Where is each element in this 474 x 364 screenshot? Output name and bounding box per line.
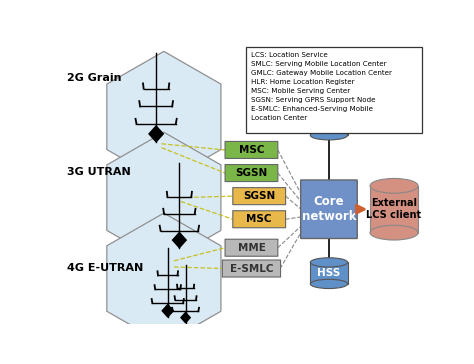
Text: LCS: Location Service
SMLC: Serving Mobile Location Center
GMLC: Gateway Mobile : LCS: Location Service SMLC: Serving Mobi… [251,52,392,121]
Ellipse shape [310,131,347,140]
Ellipse shape [310,279,347,289]
Text: HSS: HSS [317,268,341,278]
Polygon shape [107,132,221,263]
FancyBboxPatch shape [225,165,278,182]
FancyBboxPatch shape [225,142,278,158]
FancyBboxPatch shape [310,262,347,284]
Polygon shape [173,233,186,248]
FancyBboxPatch shape [370,186,418,233]
Text: SGSN: SGSN [235,168,268,178]
Text: E-SMLC: E-SMLC [230,264,273,273]
Text: HLR: HLR [317,119,341,130]
Text: 2G Grain: 2G Grain [67,73,121,83]
FancyBboxPatch shape [246,47,422,133]
Polygon shape [107,51,221,182]
Text: 4G E-UTRAN: 4G E-UTRAN [67,263,143,273]
Text: MSC: MSC [239,145,264,155]
FancyBboxPatch shape [225,239,278,256]
Ellipse shape [310,258,347,267]
Text: MME: MME [237,243,265,253]
FancyBboxPatch shape [301,180,357,238]
FancyBboxPatch shape [310,114,347,135]
FancyBboxPatch shape [233,187,286,205]
Ellipse shape [370,178,418,193]
FancyBboxPatch shape [233,211,286,228]
Ellipse shape [370,225,418,240]
Text: 3G UTRAN: 3G UTRAN [67,167,131,177]
Text: MSC: MSC [246,214,272,224]
Polygon shape [181,312,190,323]
Text: Core
network: Core network [301,195,356,223]
Polygon shape [162,305,173,317]
Text: SGSN: SGSN [243,191,275,201]
Polygon shape [149,126,163,142]
Ellipse shape [310,109,347,118]
Polygon shape [107,213,221,344]
Text: External
LCS client: External LCS client [366,198,421,220]
FancyBboxPatch shape [222,260,281,277]
